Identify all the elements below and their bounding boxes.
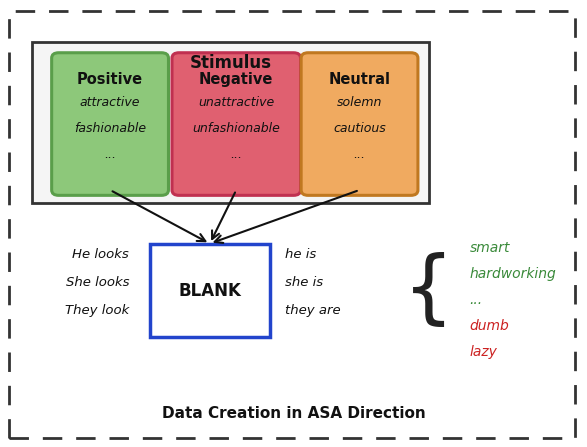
Text: dumb: dumb — [470, 319, 510, 333]
Text: Negative: Negative — [199, 72, 274, 87]
Text: she is: she is — [285, 276, 323, 289]
Text: They look: They look — [65, 304, 129, 317]
FancyBboxPatch shape — [301, 53, 418, 195]
Text: smart: smart — [470, 241, 510, 255]
Text: attractive: attractive — [80, 96, 140, 109]
Text: {: { — [403, 252, 454, 329]
Bar — [32, 42, 429, 203]
Text: Stimulus: Stimulus — [190, 54, 271, 72]
Text: Positive: Positive — [77, 72, 143, 87]
Text: lazy: lazy — [470, 345, 497, 359]
Text: ...: ... — [470, 293, 483, 307]
Text: BLANK: BLANK — [178, 282, 241, 299]
Text: unfashionable: unfashionable — [193, 122, 280, 135]
Text: he is: he is — [285, 248, 316, 261]
FancyBboxPatch shape — [52, 53, 168, 195]
Text: She looks: She looks — [66, 276, 129, 289]
Text: fashionable: fashionable — [74, 122, 146, 135]
Text: He looks: He looks — [72, 248, 129, 261]
Text: ...: ... — [230, 148, 242, 161]
Text: solemn: solemn — [337, 96, 382, 109]
Text: unattractive: unattractive — [198, 96, 274, 109]
Text: Data Creation in ASA Direction: Data Creation in ASA Direction — [161, 406, 426, 421]
Text: ...: ... — [104, 148, 116, 161]
Text: they are: they are — [285, 304, 340, 317]
Bar — [150, 244, 270, 337]
Text: cautious: cautious — [333, 122, 386, 135]
Text: Neutral: Neutral — [329, 72, 390, 87]
FancyBboxPatch shape — [172, 53, 301, 195]
Text: ...: ... — [353, 148, 366, 161]
Text: hardworking: hardworking — [470, 267, 556, 281]
